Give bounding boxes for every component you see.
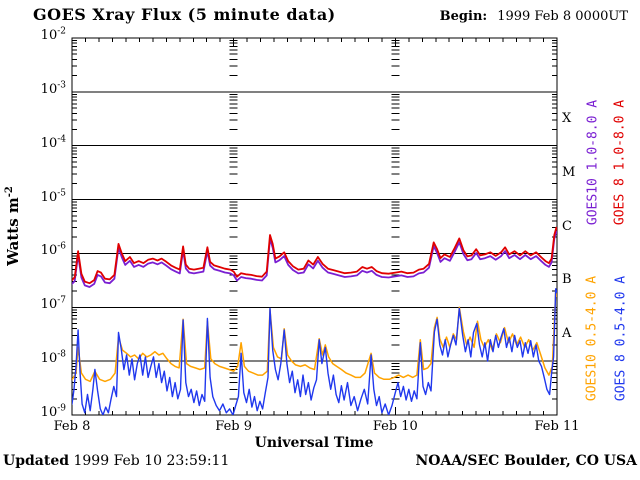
y-axis-label-exponent: -2	[4, 186, 15, 198]
flux-class-letter-b: B	[562, 272, 572, 288]
y-tick-label-1e-2: 10-2	[40, 26, 66, 43]
series-line-goes10-1-0-8-0-a	[72, 230, 557, 288]
legend-goes10-short: GOES10 0.5-4.0 A	[584, 275, 600, 402]
source-attribution: NOAA/SEC Boulder, CO USA	[415, 453, 638, 469]
x-tick-label-feb-10: Feb 10	[372, 419, 418, 434]
legend-goes8-long: GOES 8 1.0-8.0 A	[612, 99, 628, 226]
x-tick-label-feb-9: Feb 9	[215, 419, 253, 434]
begin-value: 1999 Feb 8 0000UT	[497, 9, 628, 24]
flux-class-letter-a: A	[562, 326, 572, 342]
y-tick-label-1e-3: 10-3	[40, 80, 66, 97]
y-tick-label-1e-7: 10-7	[40, 295, 66, 313]
y-tick-label-1e-9: 10-9	[40, 403, 66, 420]
y-axis-label: Watts m-2	[4, 166, 22, 286]
flux-class-letter-c: C	[562, 218, 572, 234]
begin-time: Begin: 1999 Feb 8 0000UT	[440, 9, 628, 24]
chart-title: GOES Xray Flux (5 minute data)	[33, 5, 336, 24]
x-axis-label: Universal Time	[254, 435, 374, 451]
series-line-goes-8-1-0-8-0-a	[72, 226, 557, 285]
y-tick-label-1e-8: 10-8	[40, 349, 66, 367]
y-axis-label-text: Watts m	[4, 197, 22, 266]
x-tick-label-feb-11: Feb 11	[534, 419, 580, 434]
legend-goes10-long: GOES10 1.0-8.0 A	[585, 99, 601, 226]
series-line-goes10-0-5-4-0-a	[72, 291, 557, 383]
begin-label: Begin:	[439, 9, 488, 24]
updated-value: 1999 Feb 10 23:59:11	[73, 453, 230, 469]
x-tick-label-feb-8: Feb 8	[53, 419, 91, 434]
legend-goes8-short: GOES 8 0.5-4.0 A	[613, 275, 629, 402]
series-line-goes-8-0-5-4-0-a	[72, 288, 557, 415]
flux-class-letter-x: X	[562, 110, 572, 126]
updated-timestamp: Updated 1999 Feb 10 23:59:11	[3, 453, 229, 469]
plot-frame	[71, 37, 558, 416]
y-tick-label-1e-6: 10-6	[40, 242, 66, 259]
flux-class-letter-m: M	[562, 164, 576, 180]
y-tick-label-1e-5: 10-5	[40, 188, 66, 205]
y-tick-label-1e-4: 10-4	[40, 134, 66, 151]
updated-label: Updated	[3, 453, 70, 469]
